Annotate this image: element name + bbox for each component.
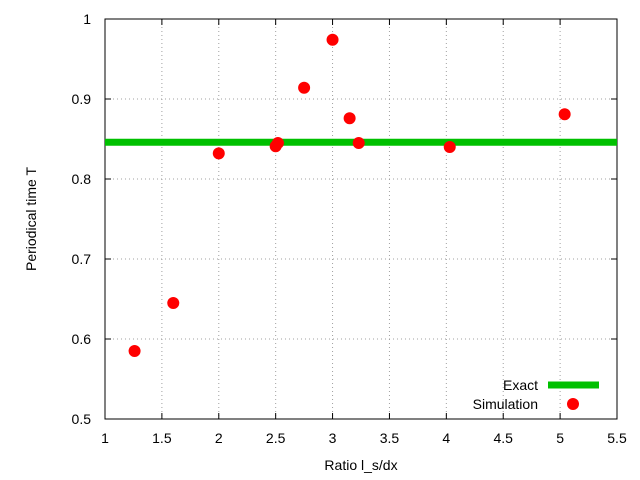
- y-tick-label: 1: [83, 11, 91, 27]
- simulation-point: [212, 147, 225, 160]
- y-axis-label: Periodical time T: [23, 167, 39, 271]
- y-tick-label: 0.9: [72, 91, 92, 107]
- y-tick-label: 0.7: [72, 251, 92, 267]
- y-tick-label: 0.6: [72, 331, 92, 347]
- x-tick-label: 1.5: [152, 430, 172, 446]
- simulation-point: [298, 81, 311, 94]
- grid: [105, 19, 617, 419]
- simulation-point: [128, 345, 141, 357]
- x-tick-label: 1: [101, 430, 109, 446]
- simulation-point: [167, 297, 180, 309]
- legend-label-exact: Exact: [503, 377, 538, 393]
- plot-frame: [104, 18, 618, 420]
- y-tick-label: 0.8: [72, 171, 92, 187]
- axis-ticks: 1 1.5 2 2.5 3 3.5 4 4.5 5 5.5 0.5 0.6 0.7 0.8 0.9 1: [72, 11, 627, 446]
- simulation-point: [271, 137, 284, 149]
- simulation-point: [326, 33, 339, 46]
- x-tick-label: 5.5: [607, 430, 627, 446]
- x-tick-label: 3.5: [380, 430, 400, 446]
- x-tick-label: 4: [442, 430, 450, 446]
- x-tick-label: 5: [556, 430, 564, 446]
- simulation-point: [443, 141, 456, 153]
- x-axis-label: Ratio l_s/dx: [324, 457, 397, 473]
- y-tick-label: 0.5: [72, 411, 92, 427]
- simulation-point: [558, 108, 571, 121]
- legend: Exact Simulation: [473, 377, 599, 412]
- legend-label-simulation: Simulation: [473, 396, 538, 412]
- x-tick-label: 3: [329, 430, 337, 446]
- simulation-point: [343, 112, 356, 125]
- series: [105, 33, 617, 357]
- x-tick-label: 2.5: [266, 430, 286, 446]
- simulation-point: [352, 137, 365, 149]
- x-tick-label: 4.5: [493, 430, 513, 446]
- legend-swatch-simulation: [567, 398, 579, 410]
- x-tick-label: 2: [215, 430, 223, 446]
